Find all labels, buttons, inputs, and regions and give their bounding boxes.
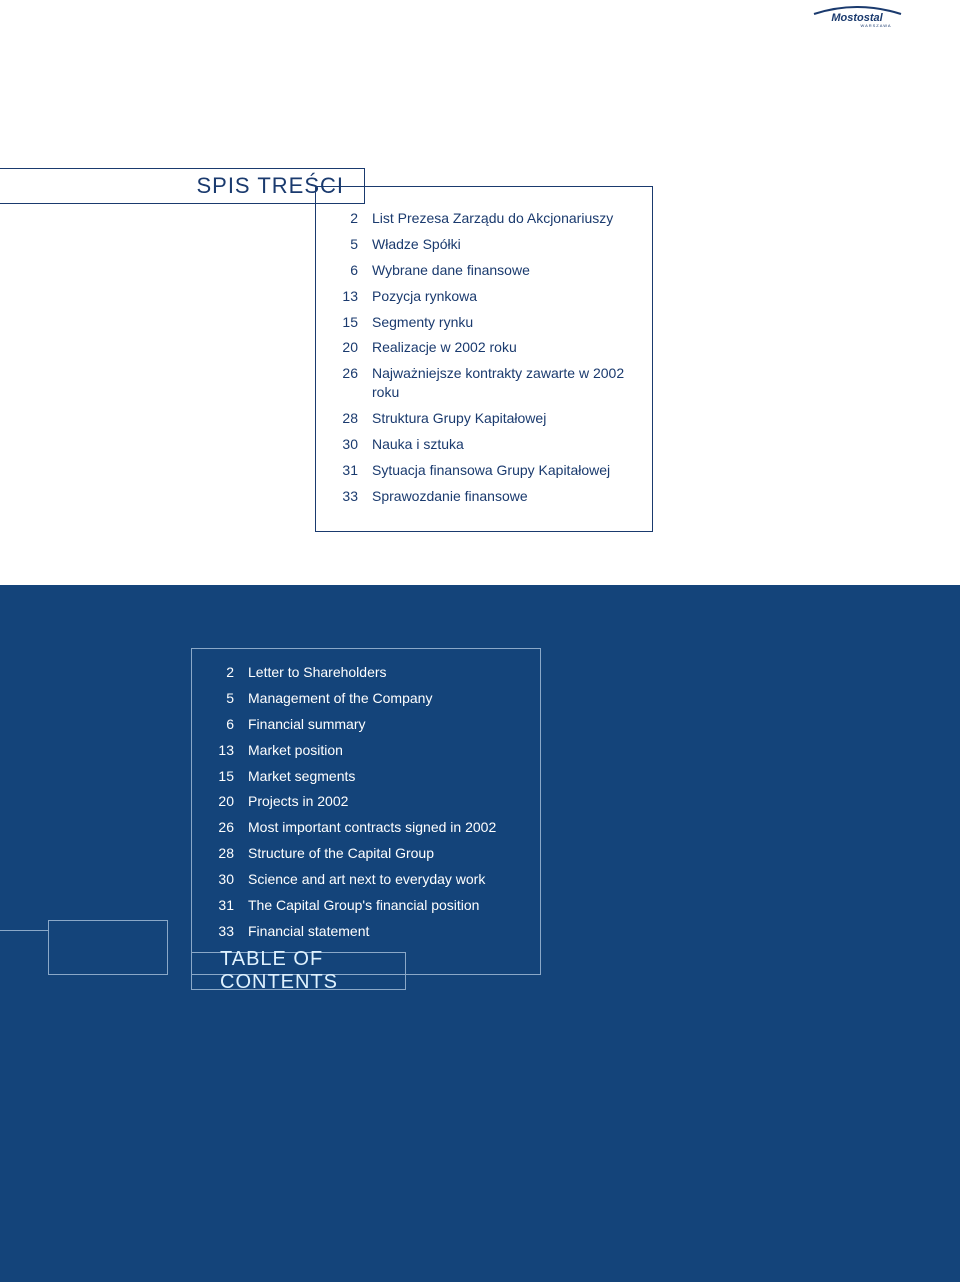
toc-page: 2: [210, 663, 234, 682]
toc-row: 15 Segmenty rynku: [334, 313, 634, 332]
toc-page: 33: [334, 487, 358, 506]
toc-row: 20 Projects in 2002: [210, 792, 522, 811]
toc-row: 5 Władze Spółki: [334, 235, 634, 254]
toc-row: 2 List Prezesa Zarządu do Akcjonariuszy: [334, 209, 634, 228]
toc-page: 20: [334, 338, 358, 357]
toc-row: 28 Struktura Grupy Kapitałowej: [334, 409, 634, 428]
toc-row: 6 Financial summary: [210, 715, 522, 734]
toc-row: 28 Structure of the Capital Group: [210, 844, 522, 863]
toc-row: 31 The Capital Group's financial position: [210, 896, 522, 915]
toc-row: 26 Najważniejsze kontrakty zawarte w 2002…: [334, 364, 634, 402]
toc-page: 26: [334, 364, 358, 383]
toc-page: 2: [334, 209, 358, 228]
logo-subtext: WARSZAWA: [860, 23, 891, 28]
toc-label: Management of the Company: [248, 689, 522, 708]
toc-row: 6 Wybrane dane finansowe: [334, 261, 634, 280]
toc-label: List Prezesa Zarządu do Akcjonariuszy: [372, 209, 634, 228]
upper-heading-box: SPIS TREŚCI: [0, 168, 365, 204]
toc-label: Sytuacja finansowa Grupy Kapitałowej: [372, 461, 634, 480]
logo-svg: Mostostal WARSZAWA: [810, 6, 905, 28]
toc-page: 31: [210, 896, 234, 915]
toc-page: 5: [210, 689, 234, 708]
toc-label: Realizacje w 2002 roku: [372, 338, 634, 357]
toc-label: Najważniejsze kontrakty zawarte w 2002 r…: [372, 364, 634, 402]
toc-label: Struktura Grupy Kapitałowej: [372, 409, 634, 428]
toc-row: 5 Management of the Company: [210, 689, 522, 708]
toc-page: 26: [210, 818, 234, 837]
toc-label: Sprawozdanie finansowe: [372, 487, 634, 506]
toc-label: Segmenty rynku: [372, 313, 634, 332]
toc-row: 31 Sytuacja finansowa Grupy Kapitałowej: [334, 461, 634, 480]
lower-toc: 2 Letter to Shareholders 5 Management of t…: [191, 648, 541, 975]
toc-page: 6: [210, 715, 234, 734]
toc-row: 2 Letter to Shareholders: [210, 663, 522, 682]
toc-page: 5: [334, 235, 358, 254]
toc-page: 20: [210, 792, 234, 811]
decorative-box: [48, 920, 168, 975]
toc-label: Science and art next to everyday work: [248, 870, 522, 889]
toc-label: Structure of the Capital Group: [248, 844, 522, 863]
toc-row: 30 Nauka i sztuka: [334, 435, 634, 454]
toc-label: Letter to Shareholders: [248, 663, 522, 682]
decorative-line: [0, 930, 48, 931]
toc-row: 13 Pozycja rynkowa: [334, 287, 634, 306]
toc-label: Nauka i sztuka: [372, 435, 634, 454]
toc-row: 13 Market position: [210, 741, 522, 760]
toc-page: 31: [334, 461, 358, 480]
toc-row: 33 Financial statement: [210, 922, 522, 941]
toc-row: 33 Sprawozdanie finansowe: [334, 487, 634, 506]
toc-page: 6: [334, 261, 358, 280]
lower-heading-box: TABLE OF CONTENTS: [191, 952, 406, 990]
toc-row: 26 Most important contracts signed in 200…: [210, 818, 522, 837]
toc-page: 28: [334, 409, 358, 428]
toc-page: 13: [334, 287, 358, 306]
toc-page: 33: [210, 922, 234, 941]
lower-heading: TABLE OF CONTENTS: [220, 948, 405, 994]
toc-row: 30 Science and art next to everyday work: [210, 870, 522, 889]
toc-label: Most important contracts signed in 2002: [248, 818, 522, 837]
toc-page: 15: [334, 313, 358, 332]
toc-row: 20 Realizacje w 2002 roku: [334, 338, 634, 357]
toc-label: Market segments: [248, 767, 522, 786]
toc-label: Wybrane dane finansowe: [372, 261, 634, 280]
toc-label: Financial statement: [248, 922, 522, 941]
toc-label: The Capital Group's financial position: [248, 896, 522, 915]
toc-label: Władze Spółki: [372, 235, 634, 254]
toc-page: 15: [210, 767, 234, 786]
toc-page: 13: [210, 741, 234, 760]
toc-label: Pozycja rynkowa: [372, 287, 634, 306]
toc-label: Projects in 2002: [248, 792, 522, 811]
toc-label: Financial summary: [248, 715, 522, 734]
toc-row: 15 Market segments: [210, 767, 522, 786]
upper-toc: 2 List Prezesa Zarządu do Akcjonariuszy 5…: [315, 186, 653, 532]
toc-page: 28: [210, 844, 234, 863]
toc-page: 30: [334, 435, 358, 454]
company-logo: Mostostal WARSZAWA: [810, 6, 905, 28]
toc-page: 30: [210, 870, 234, 889]
toc-label: Market position: [248, 741, 522, 760]
